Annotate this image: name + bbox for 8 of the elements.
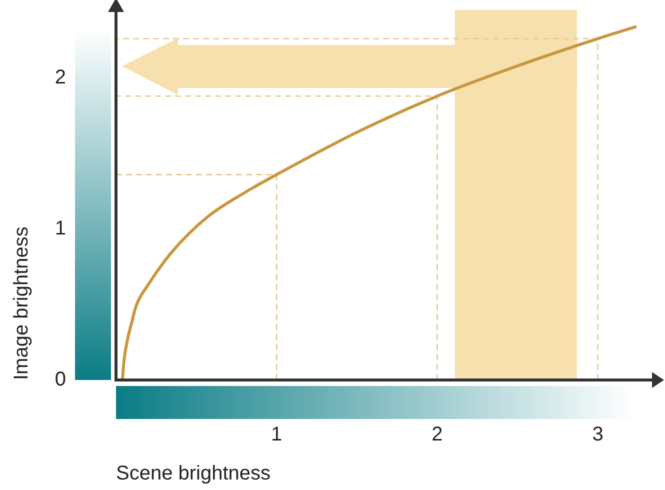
y-axis-title: Image brightness <box>10 226 33 380</box>
x-axis-title: Scene brightness <box>116 462 271 485</box>
y-tick-label: 0 <box>54 368 66 391</box>
x-tick-label: 1 <box>271 424 282 446</box>
y-tick-label: 1 <box>54 217 66 240</box>
x-tick-label: 2 <box>432 424 443 446</box>
y-tick-label: 2 <box>54 66 66 88</box>
x-tick-label: 3 <box>592 424 604 446</box>
